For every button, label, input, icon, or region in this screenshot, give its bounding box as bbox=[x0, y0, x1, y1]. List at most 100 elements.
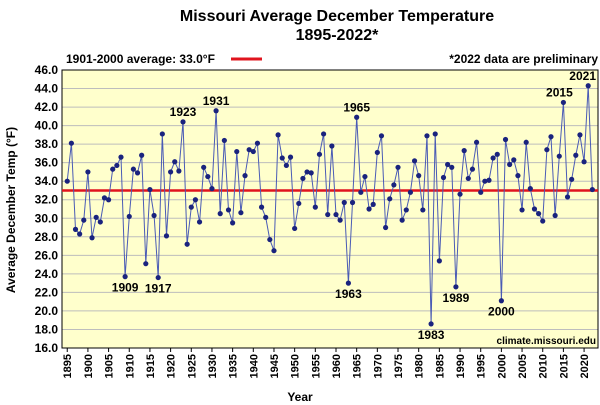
data-point bbox=[114, 162, 120, 169]
data-point bbox=[498, 298, 504, 304]
x-tick-label: 1990 bbox=[455, 354, 467, 378]
data-point bbox=[573, 152, 579, 158]
data-point bbox=[283, 162, 289, 169]
data-point bbox=[407, 189, 414, 195]
data-point bbox=[205, 173, 211, 180]
y-tick-label: 24.0 bbox=[35, 267, 59, 281]
credit-text: climate.missouri.edu bbox=[497, 336, 596, 347]
y-tick-label: 26.0 bbox=[35, 248, 59, 262]
data-point bbox=[217, 211, 223, 217]
year-annotation: 1965 bbox=[343, 100, 370, 114]
plot-area bbox=[61, 69, 599, 349]
annotations-group: 1909 1917 1923 1931 1963 1965 1983 1989 2000 2015… bbox=[112, 69, 597, 342]
data-point bbox=[507, 161, 513, 168]
data-point bbox=[151, 212, 157, 219]
x-tick-label: 2010 bbox=[538, 354, 550, 378]
series-line bbox=[66, 85, 593, 324]
data-point bbox=[370, 201, 376, 207]
data-point bbox=[176, 168, 182, 174]
data-point bbox=[540, 218, 546, 224]
x-axis-label: Year bbox=[287, 390, 313, 404]
year-annotation: 2021 bbox=[569, 69, 596, 83]
data-point bbox=[201, 164, 207, 170]
data-point bbox=[254, 140, 261, 146]
data-point bbox=[122, 274, 128, 280]
data-point bbox=[230, 220, 236, 226]
data-point bbox=[391, 182, 397, 188]
x-tick-label: 1895 bbox=[62, 354, 74, 378]
data-point bbox=[564, 194, 571, 200]
data-point bbox=[515, 173, 521, 179]
data-point bbox=[453, 284, 459, 290]
data-point bbox=[85, 169, 91, 175]
data-point bbox=[387, 196, 393, 202]
data-point bbox=[271, 248, 277, 254]
data-point bbox=[424, 133, 430, 139]
x-tick-label: 1980 bbox=[414, 354, 426, 378]
data-point bbox=[556, 153, 562, 159]
data-point bbox=[581, 159, 587, 165]
data-point bbox=[234, 148, 240, 155]
data-point bbox=[143, 261, 149, 267]
y-tick-label: 30.0 bbox=[35, 211, 59, 225]
data-point bbox=[292, 225, 298, 232]
data-point bbox=[490, 155, 496, 161]
data-point bbox=[449, 164, 455, 170]
data-point bbox=[221, 137, 227, 144]
y-tick-label: 34.0 bbox=[35, 174, 59, 188]
data-point bbox=[432, 131, 438, 137]
x-tick-label: 1975 bbox=[393, 354, 405, 378]
data-point bbox=[172, 159, 178, 165]
y-axis-label: Average December Temp (°F) bbox=[4, 127, 18, 293]
data-point bbox=[428, 321, 434, 327]
y-tick-label: 32.0 bbox=[35, 193, 59, 207]
y-tick-label: 40.0 bbox=[35, 119, 59, 133]
data-point bbox=[139, 152, 145, 158]
x-tick-label: 2005 bbox=[517, 354, 529, 378]
data-point bbox=[349, 199, 356, 206]
data-point bbox=[478, 189, 484, 195]
data-point bbox=[77, 231, 83, 237]
data-point bbox=[333, 211, 339, 218]
data-point bbox=[511, 157, 517, 163]
data-point bbox=[110, 166, 116, 172]
chart-title: Missouri Average December Temperature bbox=[180, 8, 494, 25]
y-tick-label: 22.0 bbox=[35, 285, 59, 299]
year-annotation: 1917 bbox=[145, 282, 172, 296]
y-tick-label: 38.0 bbox=[35, 137, 59, 151]
data-point bbox=[68, 140, 74, 146]
data-point bbox=[552, 212, 558, 219]
x-tick-label: 1985 bbox=[434, 354, 446, 378]
x-tick-label: 1910 bbox=[124, 354, 136, 378]
data-point bbox=[316, 151, 323, 157]
year-annotation: 1989 bbox=[443, 291, 470, 305]
data-point bbox=[329, 143, 335, 149]
x-tick-label: 1925 bbox=[186, 354, 198, 378]
year-annotation: 1983 bbox=[418, 328, 445, 342]
data-point bbox=[519, 207, 525, 213]
data-point bbox=[523, 139, 529, 145]
data-point bbox=[242, 173, 248, 179]
data-point bbox=[337, 217, 343, 223]
data-point bbox=[304, 169, 310, 175]
data-point bbox=[101, 195, 108, 201]
data-point bbox=[192, 197, 199, 203]
data-point bbox=[159, 131, 165, 137]
y-tick-label: 20.0 bbox=[35, 304, 59, 318]
data-point bbox=[560, 99, 567, 106]
year-annotation: 1909 bbox=[112, 281, 139, 295]
y-tick-label: 16.0 bbox=[35, 341, 59, 355]
year-annotation: 2015 bbox=[546, 85, 573, 99]
data-point bbox=[97, 219, 103, 225]
data-point bbox=[188, 204, 194, 210]
x-tick-label: 1935 bbox=[228, 354, 240, 378]
data-point bbox=[296, 200, 302, 207]
data-point bbox=[531, 206, 538, 212]
data-point bbox=[196, 219, 203, 225]
data-point bbox=[155, 274, 161, 281]
data-point bbox=[287, 154, 294, 160]
data-point bbox=[213, 108, 219, 114]
data-point bbox=[544, 147, 550, 153]
data-point bbox=[482, 178, 488, 184]
